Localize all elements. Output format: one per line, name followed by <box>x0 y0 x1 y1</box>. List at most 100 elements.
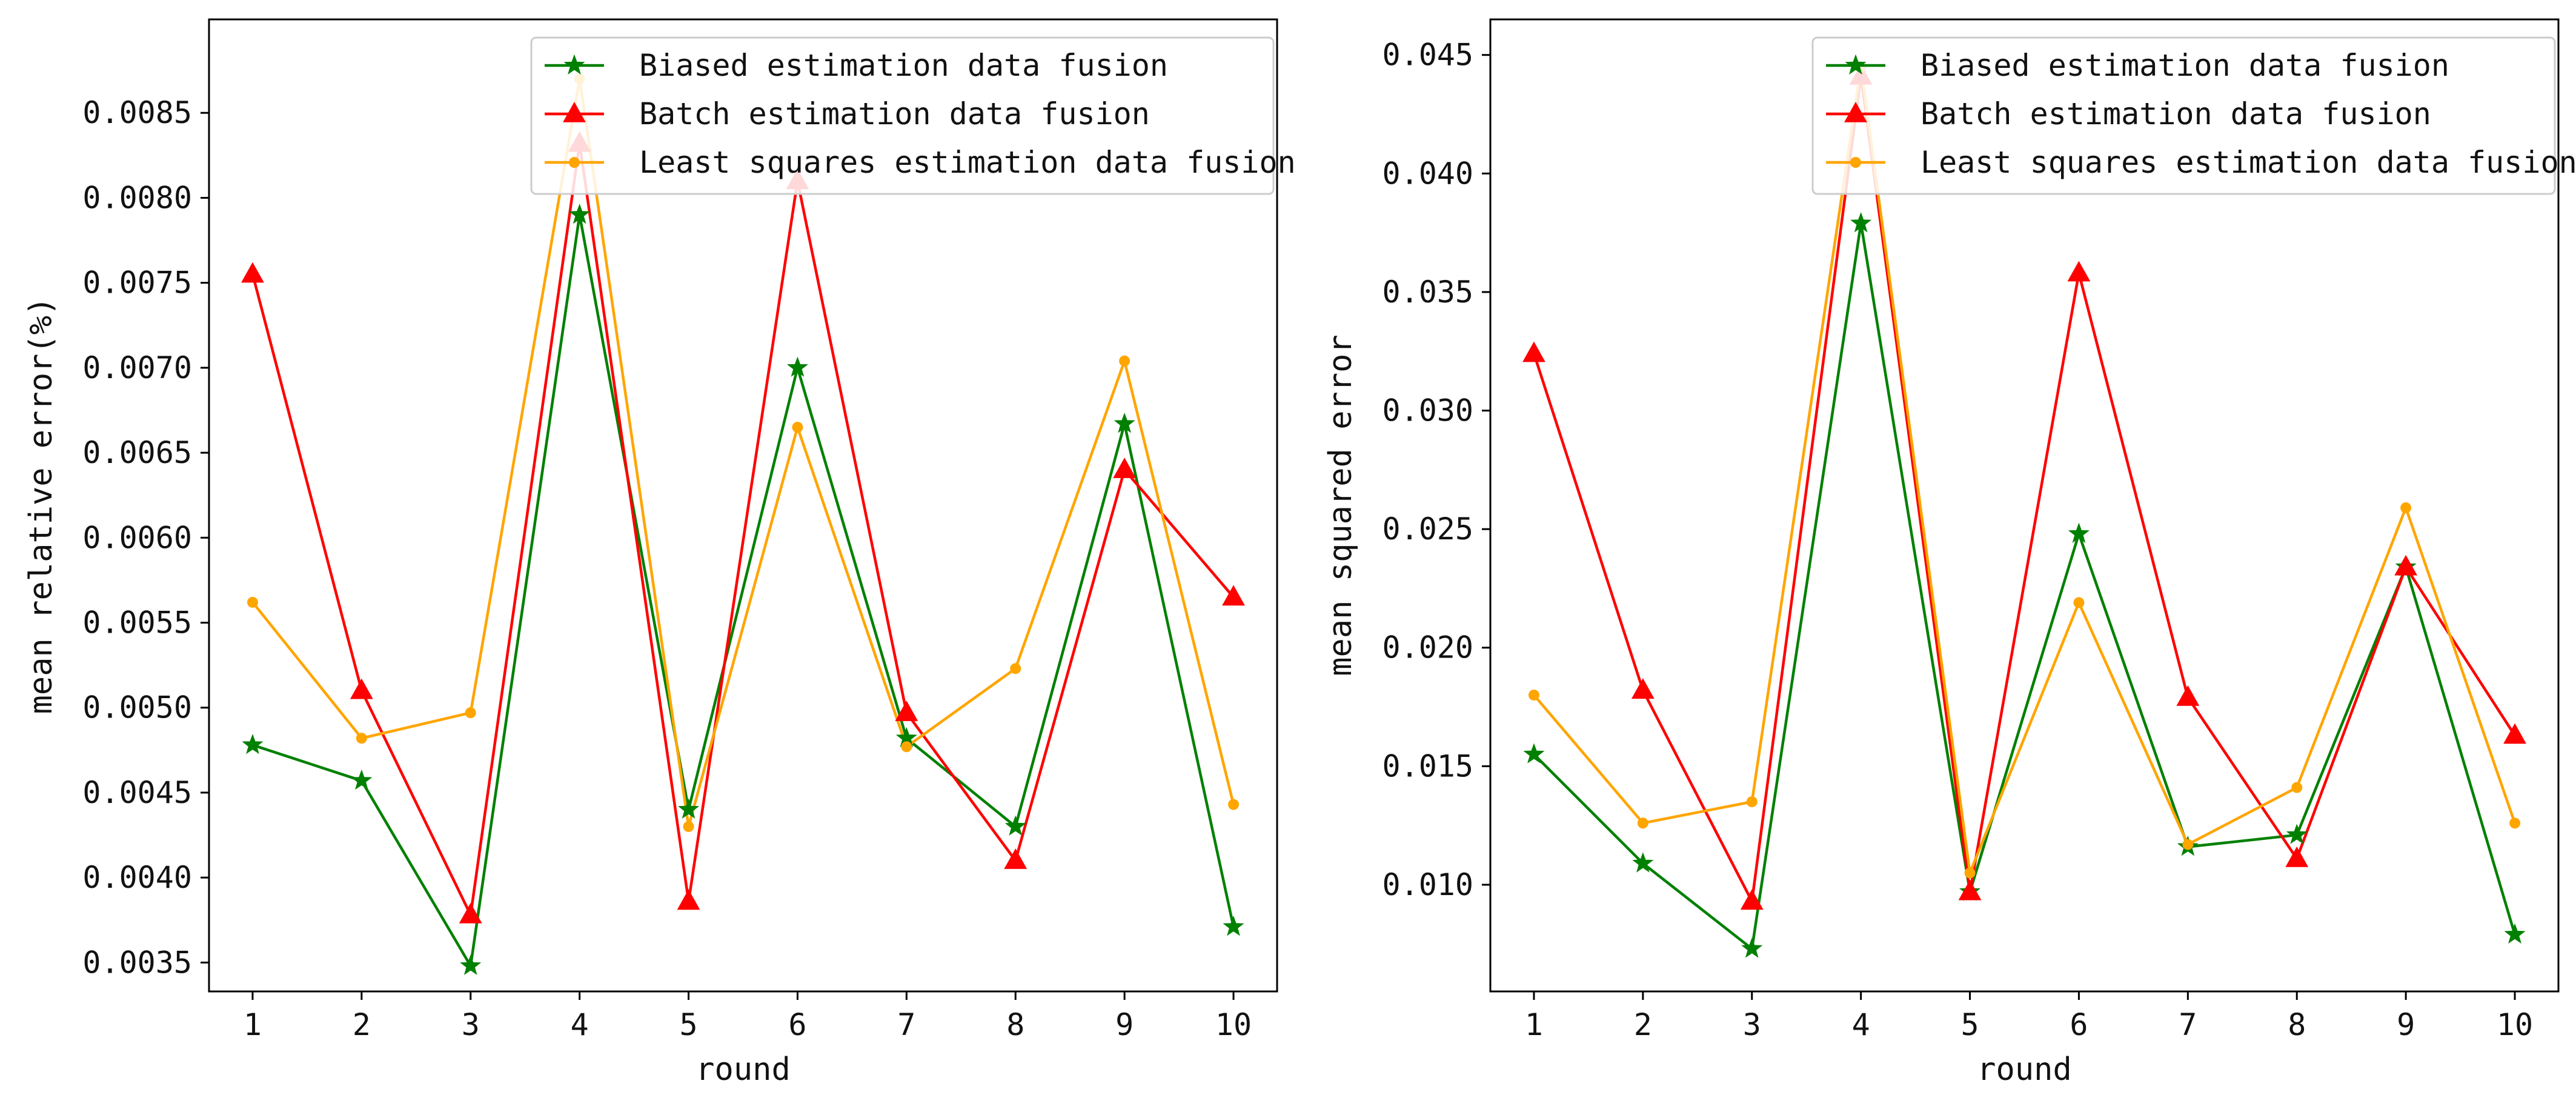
x-tick-label: 1 <box>244 1007 262 1042</box>
data-point-s1-6 <box>2068 522 2090 543</box>
y-tick-label: 0.015 <box>1382 748 1473 784</box>
x-tick-label: 5 <box>1960 1007 1979 1042</box>
data-point-s1-4 <box>1850 211 1872 233</box>
y-tick-label: 0.025 <box>1382 511 1473 547</box>
x-tick-label: 4 <box>571 1007 589 1042</box>
legend-label-3: Least squares estimation data fusion <box>1920 145 2576 180</box>
legend: Biased estimation data fusion Batch estim… <box>1811 36 2576 195</box>
legend-box <box>530 36 1275 195</box>
legend-label-1: Biased estimation data fusion <box>1920 48 2449 83</box>
y-tick-label: 0.010 <box>1382 867 1473 902</box>
y-tick-label: 0.0055 <box>82 605 192 640</box>
data-point-s3-2 <box>1637 818 1648 829</box>
series-line-1 <box>1533 222 2517 950</box>
data-point-s1-8 <box>1004 815 1026 836</box>
data-point-s1-6 <box>786 356 808 377</box>
data-point-s1-10 <box>2504 923 2526 944</box>
y-axis-label: mean relative error(%) <box>23 297 59 714</box>
data-point-s1-3 <box>460 954 482 975</box>
data-point-s1-9 <box>1114 412 1135 433</box>
chart-panel-2: 1 2 3 4 5 6 7 8 9 10 0.010 0.015 0.020 0.025 0.030 0.03… <box>1323 18 2576 1088</box>
data-point-s1-1 <box>1523 743 1545 764</box>
series-line-2 <box>251 142 1235 917</box>
legend-marker-3 <box>569 157 580 168</box>
data-point-s3-10 <box>1228 799 1240 810</box>
x-tick-label: 3 <box>1743 1007 1761 1042</box>
data-point-s2-5 <box>677 889 700 910</box>
data-point-s3-7 <box>901 741 912 753</box>
plot-frame <box>1489 18 2560 993</box>
x-tick-label: 5 <box>679 1007 697 1042</box>
x-tick-label: 10 <box>2497 1007 2533 1042</box>
legend-marker-2 <box>1844 101 1867 122</box>
y-tick-label: 0.0065 <box>82 435 192 470</box>
data-point-s3-8 <box>2291 782 2303 793</box>
y-tick-label: 0.0080 <box>82 180 192 215</box>
y-tick-label: 0.040 <box>1382 156 1473 191</box>
x-axis-label: round <box>1977 1051 2072 1088</box>
legend-marker-2 <box>563 101 586 122</box>
y-tick-label: 0.0060 <box>82 520 192 555</box>
data-point-s2-2 <box>1631 678 1655 699</box>
data-point-s2-10 <box>2503 723 2526 744</box>
x-tick-label: 10 <box>1215 1007 1252 1042</box>
legend: Biased estimation data fusion Batch estim… <box>530 36 1296 195</box>
series-line-3 <box>1533 65 2517 874</box>
data-point-s1-3 <box>1741 937 1763 958</box>
data-point-s2-10 <box>1222 585 1245 606</box>
plot-area <box>1522 61 2526 958</box>
x-tick-label: 1 <box>1525 1007 1543 1042</box>
data-point-s3-1 <box>247 596 258 608</box>
y-tick-label: 0.045 <box>1382 38 1473 73</box>
y-tick-label: 0.0070 <box>82 350 192 385</box>
data-point-s3-6 <box>792 422 803 433</box>
legend-box <box>1811 36 2556 195</box>
data-point-s2-9 <box>1113 458 1137 478</box>
legend-marker-1 <box>1845 54 1867 75</box>
x-tick-label: 8 <box>1006 1007 1024 1042</box>
data-point-s2-1 <box>1522 341 1545 362</box>
data-point-s2-7 <box>2176 685 2200 706</box>
y-tick-label: 0.0050 <box>82 690 192 725</box>
data-point-s3-2 <box>356 733 367 744</box>
data-point-s2-7 <box>895 701 918 721</box>
x-tick-label: 9 <box>2397 1007 2415 1042</box>
x-tick-label: 7 <box>2179 1007 2197 1042</box>
series-line-1 <box>252 213 1235 968</box>
y-tick-label: 0.0035 <box>82 945 192 980</box>
data-point-s1-5 <box>678 798 700 819</box>
x-tick-label: 6 <box>2070 1007 2088 1042</box>
data-point-s3-1 <box>1528 689 1539 701</box>
x-tick-label: 2 <box>353 1007 371 1042</box>
data-point-s3-8 <box>1010 663 1021 674</box>
data-point-s3-10 <box>2509 818 2521 829</box>
data-point-s3-9 <box>1119 355 1130 367</box>
series-line-2 <box>1532 75 2516 903</box>
legend-label-2: Batch estimation data fusion <box>1920 96 2431 132</box>
y-tick-label: 0.0085 <box>82 95 192 130</box>
data-point-s3-7 <box>2182 839 2194 850</box>
data-point-s2-5 <box>1958 879 1982 901</box>
data-point-s2-2 <box>350 678 373 699</box>
x-axis-label: round <box>695 1051 791 1088</box>
data-point-s3-5 <box>683 821 694 832</box>
x-tick-label: 4 <box>1852 1007 1870 1042</box>
data-point-s3-3 <box>465 707 476 719</box>
y-tick-label: 0.0075 <box>82 265 192 301</box>
data-point-s3-6 <box>2073 597 2085 608</box>
data-point-s2-3 <box>1740 889 1764 910</box>
data-point-s1-10 <box>1223 915 1244 936</box>
data-point-s2-1 <box>241 262 264 283</box>
data-point-s2-8 <box>2285 846 2309 867</box>
legend-marker-1 <box>563 54 585 75</box>
x-tick-label: 3 <box>462 1007 480 1042</box>
data-point-s1-2 <box>1632 852 1654 873</box>
x-tick-label: 6 <box>788 1007 806 1042</box>
legend-label-3: Least squares estimation data fusion <box>639 145 1296 180</box>
y-tick-label: 0.0045 <box>82 775 192 810</box>
data-point-s3-9 <box>2400 502 2412 513</box>
x-tick-label: 9 <box>1115 1007 1134 1042</box>
data-point-s2-8 <box>1004 848 1027 869</box>
